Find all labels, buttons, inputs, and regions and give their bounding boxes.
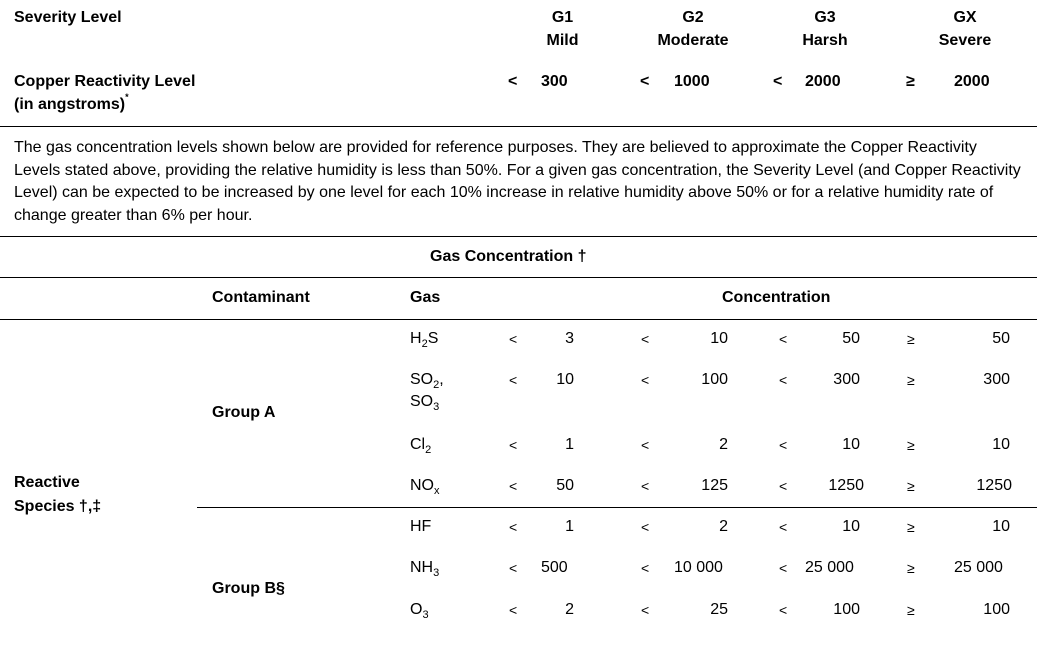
gas-so3: SO3 bbox=[410, 393, 440, 413]
op-lt: < bbox=[779, 519, 788, 535]
copper-op-gx: ≥ bbox=[906, 73, 915, 90]
severity-g3-name: Harsh bbox=[802, 32, 848, 49]
op-ge: ≥ bbox=[907, 519, 915, 535]
gas-hf: HF bbox=[410, 518, 432, 535]
severity-g2-code: G2 bbox=[682, 9, 704, 26]
gas-o3: O3 bbox=[410, 601, 429, 621]
copper-value-gx: 2000 bbox=[954, 73, 990, 90]
value-g1: 1 bbox=[565, 436, 574, 453]
op-lt: < bbox=[641, 560, 650, 576]
copper-reactivity-label: Copper Reactivity Level bbox=[14, 73, 196, 90]
op-lt: < bbox=[779, 437, 788, 453]
group-b-label: Group B§ bbox=[212, 580, 285, 597]
column-header-concentration: Concentration bbox=[722, 289, 831, 306]
op-lt: < bbox=[509, 560, 518, 576]
copper-op-g1: < bbox=[508, 73, 518, 90]
value-g3: 25 000 bbox=[805, 559, 854, 576]
op-ge: ≥ bbox=[907, 372, 915, 388]
severity-gx-code: GX bbox=[953, 9, 977, 26]
op-lt: < bbox=[509, 602, 518, 618]
value-gx: 10 bbox=[992, 518, 1010, 535]
op-lt: < bbox=[509, 437, 518, 453]
copper-op-g3: < bbox=[773, 73, 783, 90]
value-g3: 1250 bbox=[828, 477, 864, 494]
value-g1: 50 bbox=[556, 477, 574, 494]
value-g2: 2 bbox=[719, 436, 728, 453]
gas-nox: NOx bbox=[410, 477, 440, 497]
value-g2: 25 bbox=[710, 601, 728, 618]
op-lt: < bbox=[509, 478, 518, 494]
op-ge: ≥ bbox=[907, 437, 915, 453]
value-gx: 25 000 bbox=[954, 559, 1003, 576]
divider-headers bbox=[0, 319, 1037, 320]
value-g3: 100 bbox=[833, 601, 860, 618]
severity-g3-code: G3 bbox=[814, 9, 836, 26]
op-lt: < bbox=[779, 372, 788, 388]
value-gx: 50 bbox=[992, 330, 1010, 347]
severity-gx-name: Severe bbox=[938, 32, 992, 49]
op-lt: < bbox=[509, 331, 518, 347]
severity-g2-name: Moderate bbox=[657, 32, 729, 49]
value-g2: 2 bbox=[719, 518, 728, 535]
op-ge: ≥ bbox=[907, 331, 915, 347]
value-g2: 10 bbox=[710, 330, 728, 347]
op-lt: < bbox=[779, 602, 788, 618]
copper-value-g1: 300 bbox=[541, 73, 568, 90]
op-lt: < bbox=[779, 478, 788, 494]
copper-reactivity-unit: (in angstroms)* bbox=[14, 92, 129, 114]
value-gx: 300 bbox=[983, 371, 1010, 388]
value-g3: 10 bbox=[842, 518, 860, 535]
divider-groups bbox=[197, 507, 1037, 508]
gas-nh3: NH3 bbox=[410, 559, 440, 579]
value-g1: 500 bbox=[541, 559, 568, 576]
op-lt: < bbox=[641, 437, 650, 453]
value-g2: 125 bbox=[701, 477, 728, 494]
op-lt: < bbox=[779, 560, 788, 576]
op-lt: < bbox=[641, 478, 650, 494]
value-g1: 2 bbox=[565, 601, 574, 618]
value-g2: 10 000 bbox=[674, 559, 723, 576]
op-lt: < bbox=[509, 372, 518, 388]
value-g3: 300 bbox=[833, 371, 860, 388]
value-g3: 50 bbox=[842, 330, 860, 347]
op-ge: ≥ bbox=[907, 478, 915, 494]
gas-concentration-title: Gas Concentration † bbox=[430, 248, 587, 265]
group-a-label: Group A bbox=[212, 404, 276, 421]
value-gx: 100 bbox=[983, 601, 1010, 618]
column-header-gas: Gas bbox=[410, 289, 441, 306]
copper-op-g2: < bbox=[640, 73, 650, 90]
severity-g1-code: G1 bbox=[551, 9, 574, 26]
severity-g1-name: Mild bbox=[546, 32, 579, 49]
value-g1: 1 bbox=[565, 518, 574, 535]
divider-top bbox=[0, 126, 1037, 127]
value-g1: 3 bbox=[565, 330, 574, 347]
op-lt: < bbox=[641, 602, 650, 618]
gas-cl2: Cl2 bbox=[410, 436, 432, 456]
divider-paragraph bbox=[0, 236, 1037, 237]
severity-level-label: Severity Level bbox=[14, 9, 122, 26]
reactive-species-label-2: Species †,‡ bbox=[14, 498, 102, 515]
op-ge: ≥ bbox=[907, 560, 915, 576]
reactive-species-label: Reactive bbox=[14, 474, 80, 491]
op-lt: < bbox=[641, 331, 650, 347]
value-g1: 10 bbox=[556, 371, 574, 388]
value-gx: 1250 bbox=[976, 477, 1012, 494]
value-g3: 10 bbox=[842, 436, 860, 453]
copper-value-g2: 1000 bbox=[674, 73, 710, 90]
footnote-mark: * bbox=[125, 92, 129, 102]
op-lt: < bbox=[509, 519, 518, 535]
op-lt: < bbox=[641, 519, 650, 535]
copper-value-g3: 2000 bbox=[805, 73, 841, 90]
column-header-contaminant: Contaminant bbox=[212, 289, 310, 306]
gas-so2: SO2, bbox=[410, 371, 444, 391]
divider-title bbox=[0, 277, 1037, 278]
op-ge: ≥ bbox=[907, 602, 915, 618]
value-g2: 100 bbox=[701, 371, 728, 388]
reference-paragraph: The gas concentration levels shown below… bbox=[14, 139, 1021, 224]
op-lt: < bbox=[779, 331, 788, 347]
op-lt: < bbox=[641, 372, 650, 388]
gas-h2s: H2S bbox=[410, 330, 439, 350]
value-gx: 10 bbox=[992, 436, 1010, 453]
